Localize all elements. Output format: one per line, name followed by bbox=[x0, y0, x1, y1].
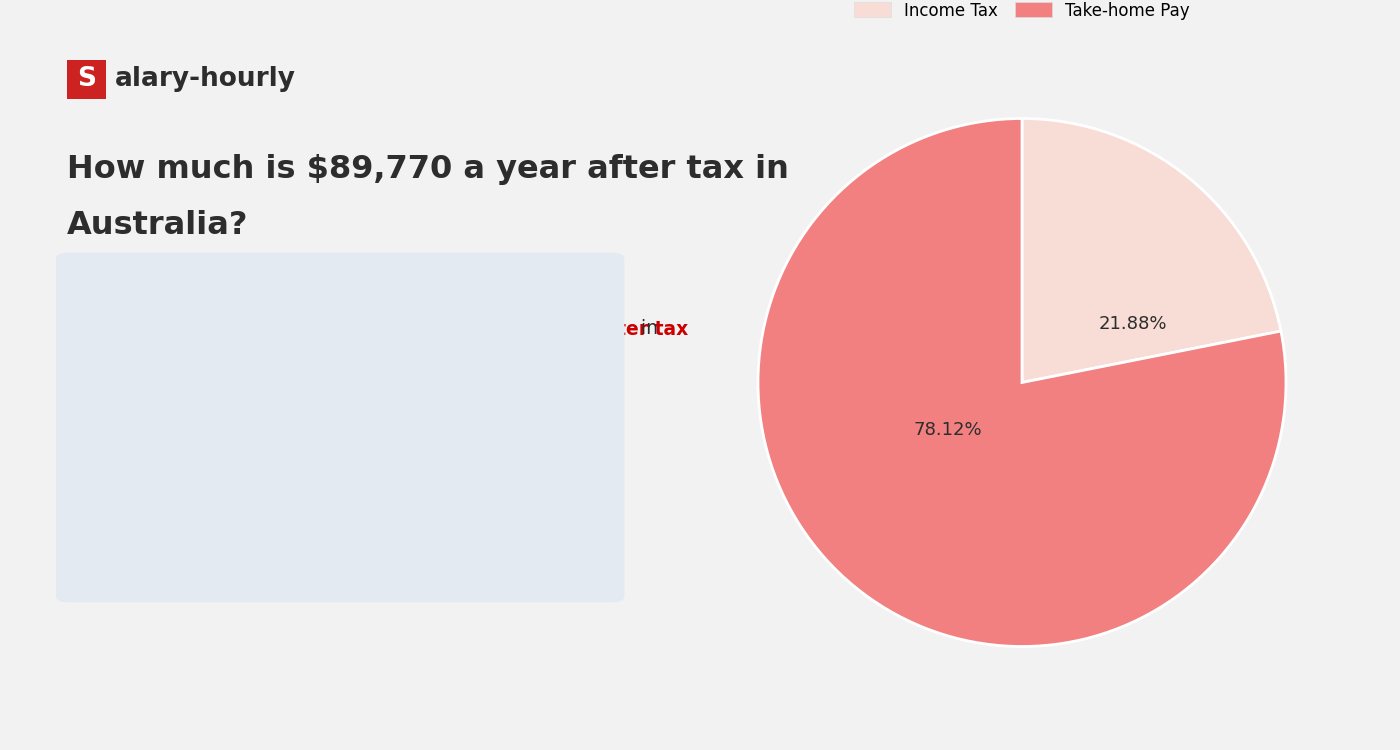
Text: A Yearly salary of $89,770 is approximately $70,128 after tax: A Yearly salary of $89,770 is approximat… bbox=[92, 320, 634, 343]
Wedge shape bbox=[1022, 118, 1281, 382]
Text: A Yearly salary of $89,770 is approximately: A Yearly salary of $89,770 is approximat… bbox=[92, 320, 504, 338]
Legend: Income Tax, Take-home Pay: Income Tax, Take-home Pay bbox=[848, 0, 1196, 26]
Text: in: in bbox=[634, 320, 658, 338]
Text: Australia for a resident.: Australia for a resident. bbox=[92, 380, 312, 399]
Text: Income Tax: $19,642: Income Tax: $19,642 bbox=[113, 488, 309, 507]
Text: How much is $89,770 a year after tax in: How much is $89,770 a year after tax in bbox=[67, 154, 790, 184]
Text: Take-home pay: $70,128: Take-home pay: $70,128 bbox=[113, 542, 344, 561]
Text: Gross pay: $89,770: Gross pay: $89,770 bbox=[113, 434, 295, 453]
Text: $70,128 after tax: $70,128 after tax bbox=[504, 320, 687, 338]
Text: •: • bbox=[94, 542, 105, 561]
Text: 21.88%: 21.88% bbox=[1099, 316, 1168, 334]
Text: S: S bbox=[77, 67, 97, 92]
Wedge shape bbox=[757, 118, 1287, 646]
Text: •: • bbox=[94, 488, 105, 507]
Text: •: • bbox=[94, 434, 105, 453]
Text: Australia?: Australia? bbox=[67, 210, 249, 241]
Text: alary-hourly: alary-hourly bbox=[115, 67, 295, 92]
Text: 78.12%: 78.12% bbox=[914, 421, 983, 439]
